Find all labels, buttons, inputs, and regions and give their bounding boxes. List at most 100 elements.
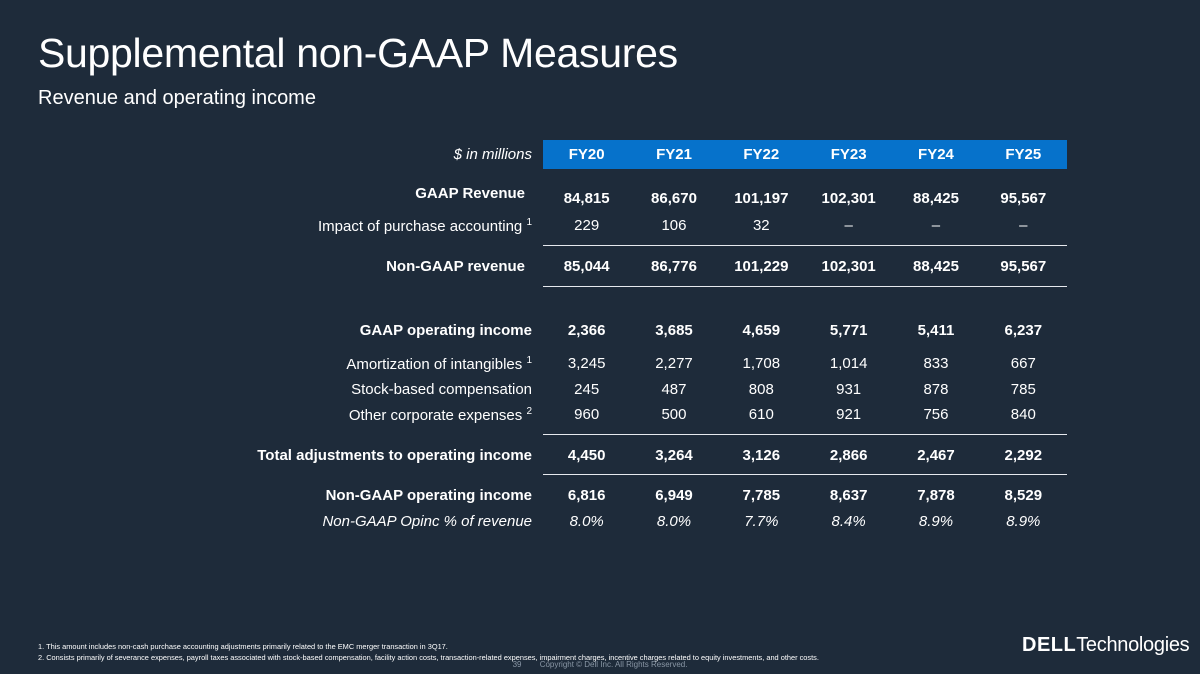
footnote-1: 1. This amount includes non-cash purchas… [38,642,448,651]
row-label: GAAP operating income [359,322,532,339]
table-cell: 1,014 [829,355,868,372]
row-label: GAAP Revenue [415,185,525,202]
table-cell: 5,411 [917,322,955,339]
table-cell: 2,866 [829,447,868,464]
divider [543,286,1067,287]
column-header: FY25 [1005,146,1042,163]
footnotes: 1. This amount includes non-cash purchas… [38,641,819,663]
table-cell: 88,425 [913,258,959,275]
table-cell: 88,425 [913,190,959,207]
table-cell: 756 [923,406,949,423]
table-cell: 840 [1010,406,1036,423]
table-cell: 8.9% [918,513,954,530]
table-cell: 500 [661,406,687,423]
table-cell: 960 [574,406,600,423]
slide-subtitle: Revenue and operating income [38,87,316,109]
logo-brand: DELL [1022,634,1077,656]
table-cell: 1,708 [742,355,781,372]
units-label: $ in millions [453,146,532,163]
table-cell: 3,264 [655,447,693,464]
column-header: FY23 [830,146,867,163]
table-cell: – [844,217,853,234]
table-cell: – [1019,217,1028,234]
table-row-amortization-of-intangibles: Amortization of intangibles 1 3,245 2,27… [0,355,1200,377]
table-cell: 931 [836,381,862,398]
footnote-ref: 1 [526,355,532,366]
table-cell: 8,529 [1004,487,1043,504]
row-label: Non-GAAP revenue [386,258,525,275]
table-cell: 106 [661,217,687,234]
divider [543,474,1067,475]
table-cell: 8.9% [1006,513,1041,530]
table-cell: 3,126 [742,447,781,464]
table-row-non-gaap-opinc-pct: Non-GAAP Opinc % of revenue 8.0% 8.0% 7.… [0,513,1200,535]
copyright: Copyright © Dell Inc. All Rights Reserve… [539,660,688,669]
table-cell: 101,197 [734,190,789,207]
table-cell: 229 [574,217,600,234]
table-cell: 808 [748,381,774,398]
table-cell: 785 [1010,381,1036,398]
table-cell: 84,815 [563,190,610,207]
table-cell: 32 [752,217,770,234]
table-cell: 833 [923,355,949,372]
table-cell: 86,670 [651,190,697,207]
table-cell: 85,044 [563,258,610,275]
table-cell: 86,776 [651,258,697,275]
table-cell: 6,949 [655,487,693,504]
row-label: Amortization of intangibles 1 [346,355,532,373]
table-cell: 7.7% [744,513,779,530]
table-cell: 878 [923,381,949,398]
table-cell: 95,567 [1000,258,1047,275]
footnote-2: 2. Consists primarily of severance expen… [38,653,819,662]
divider [543,245,1067,246]
table-header: FY20 FY21 FY22 FY23 FY24 FY25 [543,140,1067,169]
table-cell: 8.4% [831,513,866,530]
table-cell: – [931,217,941,234]
slide-footer: 39 Copyright © Dell Inc. All Rights Rese… [0,660,1200,669]
logo-suffix: Technologies [1076,634,1190,656]
table-cell: 2,366 [567,322,606,339]
footnote-ref: 2 [526,406,532,417]
table-cell: 6,816 [567,487,606,504]
table-cell: 102,301 [821,190,876,207]
table-row-gaap-revenue: GAAP Revenue 84,815 86,670 101,197 102,3… [0,185,1200,207]
table-row-other-corporate-expenses: Other corporate expenses 2 960 500 610 9… [0,406,1200,428]
row-label: Non-GAAP operating income [325,487,532,504]
table-cell: 4,450 [567,447,606,464]
table-cell: 95,567 [1000,190,1047,207]
dell-technologies-logo: DELLTechnologies [1022,634,1190,657]
table-row-non-gaap-revenue: Non-GAAP revenue 85,044 86,776 101,229 1… [0,258,1200,280]
row-label: Other corporate expenses 2 [348,406,532,424]
table-cell: 102,301 [821,258,876,275]
table-row-total-adjustments: Total adjustments to operating income 4,… [0,447,1200,469]
table-row-non-gaap-operating-income: Non-GAAP operating income 6,816 6,949 7,… [0,487,1200,509]
row-label: Stock-based compensation [351,381,532,398]
table-cell: 921 [836,406,862,423]
row-label: Impact of purchase accounting 1 [317,217,532,235]
table-row-impact-of-purchase-accounting: Impact of purchase accounting 1 229 106 … [0,217,1200,239]
table-cell: 7,785 [742,487,781,504]
column-header: FY24 [918,146,954,163]
table-cell: 7,878 [917,487,955,504]
row-label: Non-GAAP Opinc % of revenue [322,513,532,530]
table-cell: 2,277 [655,355,693,372]
table-cell: 2,292 [1004,447,1043,464]
table-cell: 8.0% [569,513,604,530]
table-cell: 101,229 [734,258,789,275]
table-cell: 3,245 [567,355,606,372]
table-row-gaap-operating-income: GAAP operating income 2,366 3,685 4,659 … [0,322,1200,344]
table-cell: 8.0% [656,513,692,530]
page-number: 39 [512,660,522,669]
table-cell: 487 [661,381,687,398]
table-cell: 2,467 [917,447,955,464]
column-header: FY21 [656,146,692,163]
table-cell: 4,659 [742,322,781,339]
divider [543,434,1067,435]
table-row-stock-based-compensation: Stock-based compensation 245 487 808 931… [0,381,1200,403]
row-label: Total adjustments to operating income [257,447,532,464]
table-cell: 3,685 [655,322,693,339]
table-cell: 5,771 [829,322,868,339]
table-cell: 610 [748,406,774,423]
column-header: FY22 [743,146,780,163]
column-header: FY20 [568,146,605,163]
